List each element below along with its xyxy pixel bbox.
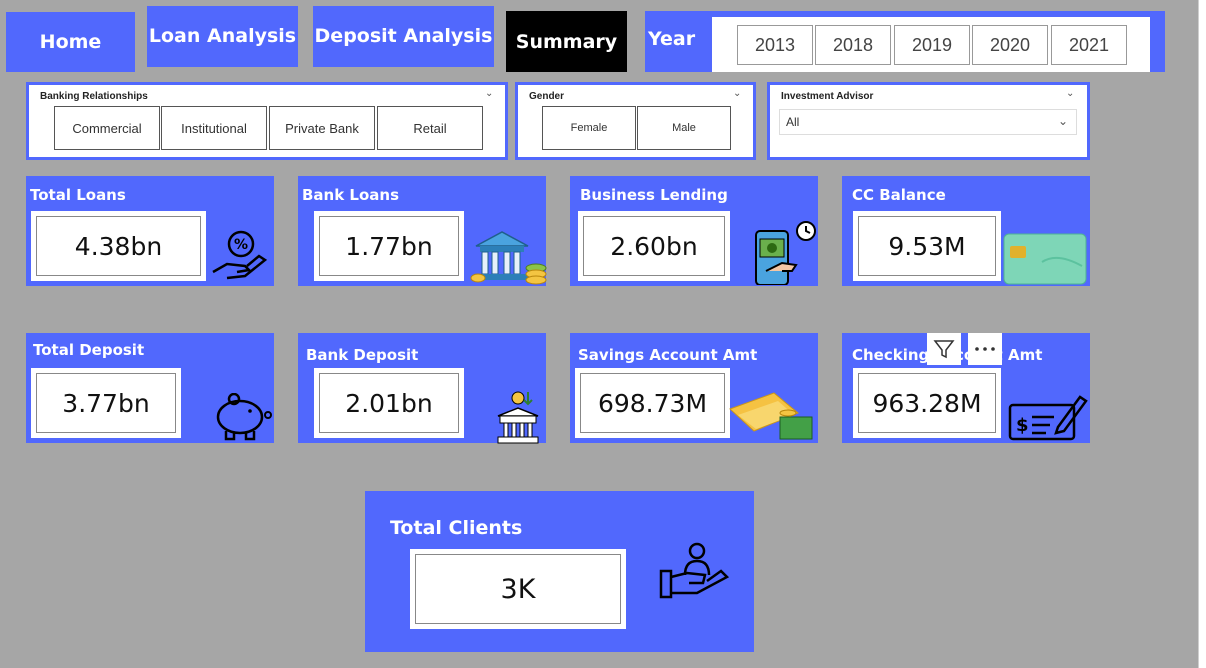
loan-analysis-label: Loan Analysis — [148, 25, 297, 47]
svg-text:%: % — [234, 237, 248, 253]
filter-icon[interactable] — [927, 333, 961, 365]
more-options-icon[interactable] — [968, 333, 1002, 365]
bank-deposit-card[interactable]: Bank Deposit 2.01bn — [298, 333, 546, 444]
card-value: 698.73M — [575, 368, 730, 438]
savings-account-card[interactable]: Savings Account Amt 698.73M — [570, 333, 818, 443]
gender-option-female[interactable]: Female — [542, 106, 636, 150]
card-title: Bank Deposit — [306, 346, 419, 364]
card-value: 3K — [410, 549, 626, 629]
card-title: Business Lending — [580, 186, 728, 204]
checking-account-card[interactable]: Checking Account Amt 963.28M $ — [842, 333, 1090, 443]
card-title: Total Deposit — [33, 341, 145, 359]
gender-slicer: Gender ⌄ Female Male — [515, 82, 756, 160]
cheque-icon: $ — [1008, 395, 1088, 441]
gender-title: Gender — [529, 91, 565, 102]
credit-card-icon — [1003, 233, 1087, 285]
summary-label: Summary — [515, 30, 618, 53]
money-stack-icon — [729, 392, 813, 440]
investment-advisor-title: Investment Advisor — [781, 91, 874, 102]
year-option-2021[interactable]: 2021 — [1051, 25, 1127, 65]
card-title: Savings Account Amt — [578, 346, 758, 364]
bank-loans-card[interactable]: Bank Loans 1.77bn — [298, 176, 547, 286]
card-value: 963.28M — [853, 368, 1001, 438]
year-options: 2013 2018 2019 2020 2021 — [712, 17, 1150, 72]
investment-advisor-dropdown[interactable]: All ⌄ — [779, 109, 1077, 135]
banking-relationships-title: Banking Relationships — [40, 91, 148, 102]
piggy-bank-icon — [216, 393, 272, 441]
year-option-2020[interactable]: 2020 — [972, 25, 1048, 65]
chevron-down-icon[interactable]: ⌄ — [485, 88, 494, 99]
banking-relationships-slicer: Banking Relationships ⌄ Commercial Insti… — [26, 82, 508, 160]
svg-text:$: $ — [1016, 415, 1029, 436]
year-option-2013[interactable]: 2013 — [737, 25, 813, 65]
investment-advisor-slicer: Investment Advisor ⌄ All ⌄ — [767, 82, 1090, 160]
year-label: Year — [648, 28, 696, 50]
bank-building-icon — [497, 391, 539, 444]
chevron-down-icon[interactable]: ⌄ — [1066, 88, 1075, 99]
deposit-analysis-button[interactable]: Deposit Analysis — [313, 6, 494, 67]
card-value: 2.01bn — [314, 368, 464, 438]
card-value: 1.77bn — [314, 211, 464, 281]
card-value: 3.77bn — [31, 368, 181, 438]
chevron-down-icon: ⌄ — [1057, 114, 1068, 128]
deposit-analysis-label: Deposit Analysis — [314, 25, 493, 47]
banking-option-private-bank[interactable]: Private Bank — [269, 106, 375, 150]
home-button[interactable]: Home — [6, 12, 135, 72]
cc-balance-card[interactable]: CC Balance 9.53M — [842, 176, 1090, 286]
gender-option-male[interactable]: Male — [637, 106, 731, 150]
year-option-2018[interactable]: 2018 — [815, 25, 891, 65]
home-label: Home — [39, 31, 102, 53]
card-value: 4.38bn — [31, 211, 206, 281]
investment-advisor-value: All — [786, 115, 800, 129]
total-deposit-card[interactable]: Total Deposit 3.77bn — [26, 333, 274, 443]
business-lending-card[interactable]: Business Lending 2.60bn — [570, 176, 818, 286]
banking-option-institutional[interactable]: Institutional — [161, 106, 267, 150]
right-border — [1198, 0, 1206, 668]
phone-cash-icon — [755, 221, 816, 285]
banking-option-retail[interactable]: Retail — [377, 106, 483, 150]
chevron-down-icon[interactable]: ⌄ — [733, 88, 742, 99]
card-title: CC Balance — [852, 186, 946, 204]
summary-button[interactable]: Summary — [506, 11, 627, 72]
card-title: Bank Loans — [302, 186, 400, 204]
year-slicer: Year 2013 2018 2019 2020 2021 — [645, 11, 1165, 72]
card-title: Total Loans — [30, 186, 126, 204]
card-value: 2.60bn — [578, 211, 730, 281]
percent-hand-icon: % — [212, 230, 268, 280]
card-title: Total Clients — [390, 517, 523, 539]
banking-option-commercial[interactable]: Commercial — [54, 106, 160, 150]
client-hand-icon — [659, 542, 730, 599]
loan-analysis-button[interactable]: Loan Analysis — [147, 6, 298, 67]
bank-coins-icon — [470, 231, 547, 285]
card-value: 9.53M — [853, 211, 1001, 281]
total-clients-card[interactable]: Total Clients 3K — [365, 491, 754, 652]
total-loans-card[interactable]: Total Loans 4.38bn % — [26, 176, 274, 286]
year-option-2019[interactable]: 2019 — [894, 25, 970, 65]
